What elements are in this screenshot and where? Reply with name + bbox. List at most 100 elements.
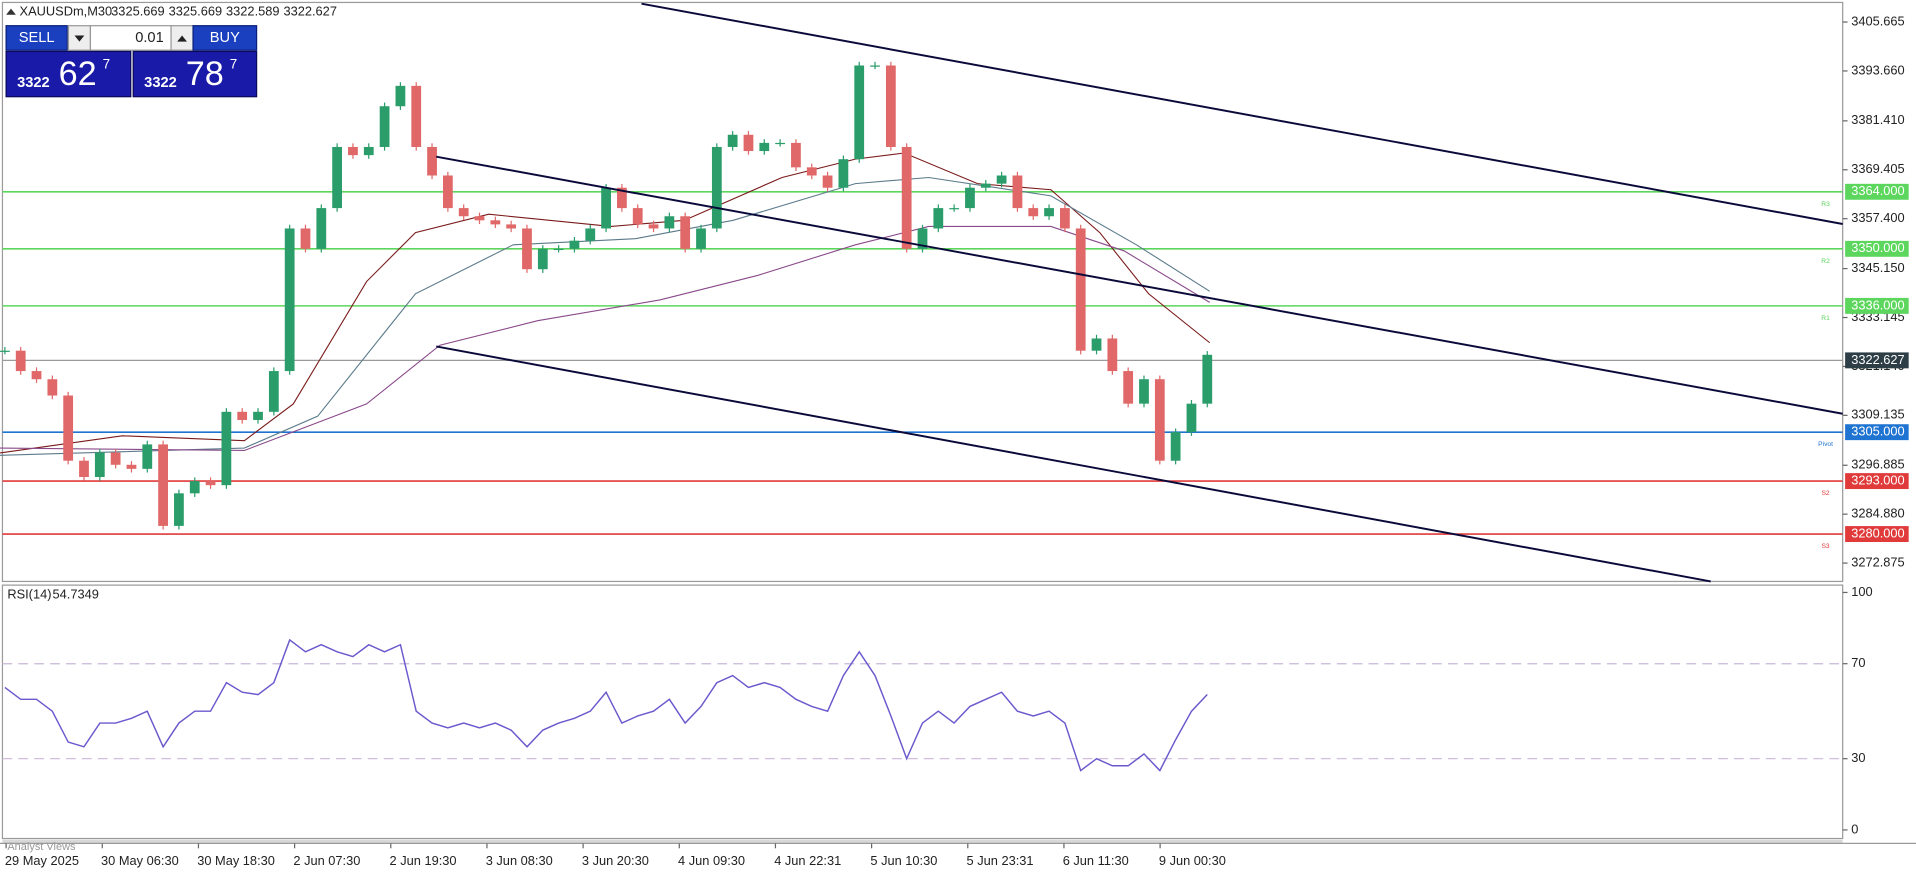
candle-body — [854, 65, 865, 160]
candle-body — [205, 481, 216, 486]
price-tick-label: 3284.880 — [1851, 506, 1904, 521]
candle-body — [300, 228, 311, 249]
candle-body — [316, 208, 327, 249]
rsi-panel: RSI(14) 54.7349 100 70 30 0 — [2, 584, 1873, 836]
candle-body — [15, 350, 26, 372]
volume: 0.01 — [135, 30, 164, 46]
candle-body — [933, 208, 944, 229]
price-tick-label: 3357.400 — [1851, 210, 1904, 225]
candle-body — [885, 65, 896, 147]
rsi-tick-label: 100 — [1851, 584, 1872, 599]
candle-body — [917, 228, 928, 249]
main-frame — [1, 1, 1844, 583]
price-axis: 3405.665 3393.660 3381.410 3369.405 3357.400… — [1842, 13, 1909, 569]
trend-line — [641, 2, 1843, 225]
bid-point: 7 — [103, 56, 110, 71]
level-name: R1 — [1821, 315, 1830, 322]
footer-tab[interactable]: Analyst Views — [7, 841, 76, 853]
collapse-icon[interactable] — [6, 8, 16, 15]
level-tag-label: 3364.000 — [1851, 183, 1904, 198]
sell-button[interactable] — [5, 25, 68, 51]
candle-body — [237, 411, 248, 420]
candle-body — [411, 85, 422, 147]
candle-body — [506, 224, 517, 229]
candle-body — [980, 183, 991, 188]
candle-body — [838, 159, 849, 188]
candle-body — [189, 481, 200, 494]
candle-body — [379, 106, 390, 147]
candle-body — [47, 379, 58, 396]
candle-body — [632, 208, 643, 225]
candle-body — [348, 146, 358, 156]
candle-body — [791, 142, 801, 168]
candle-body — [427, 146, 437, 176]
price-tick-label: 3369.405 — [1851, 161, 1904, 176]
candle-body — [1186, 403, 1197, 433]
current-price-tag — [1845, 352, 1909, 369]
candle-body — [1202, 354, 1213, 404]
level-tag-label: 3350.000 — [1851, 240, 1904, 255]
level-name: R2 — [1821, 258, 1830, 265]
rsi-tick-label: 0 — [1851, 821, 1858, 836]
bid-big: 3322 — [17, 75, 50, 91]
candle-body — [63, 395, 74, 461]
candle-body — [965, 187, 975, 209]
candle-body — [696, 228, 706, 249]
candle-body — [0, 350, 10, 352]
candle-body — [727, 134, 738, 147]
candle-body — [474, 216, 485, 221]
bid-box[interactable] — [5, 50, 132, 98]
candle-body — [996, 175, 1007, 184]
candle-body — [1107, 338, 1118, 372]
candle-body — [537, 248, 548, 270]
header: XAUUSDm,M30 3325.669 3325.669 3322.589 3… — [6, 4, 337, 19]
candle-body — [458, 208, 469, 217]
candle-body — [1170, 432, 1181, 461]
candle-body — [601, 187, 611, 229]
level-tag-label: 3336.000 — [1851, 297, 1904, 312]
candle-body — [442, 175, 453, 209]
buy-button[interactable] — [192, 25, 258, 51]
level-tag — [1845, 240, 1909, 257]
volume-field[interactable] — [89, 25, 172, 51]
level-tag-label: 3280.000 — [1851, 525, 1904, 540]
ask-pips: 78 — [186, 55, 224, 93]
time-label: 4 Jun 22:31 — [774, 853, 841, 868]
candle-body — [569, 240, 580, 249]
bid-pips: 62 — [59, 55, 97, 93]
rsi-name: RSI(14) — [7, 586, 51, 601]
candle-body — [363, 146, 374, 156]
candle-body — [253, 411, 263, 420]
candle-body — [1059, 208, 1070, 229]
candle-body — [949, 208, 960, 210]
level-tag — [1845, 297, 1909, 314]
level-name: R3 — [1821, 201, 1830, 208]
trade-panel: SELL 0.01 BUY 3322 62 7 3322 78 7 — [5, 25, 258, 98]
candle-body — [1044, 208, 1054, 217]
time-label: 2 Jun 19:30 — [390, 853, 457, 868]
candle-body — [174, 493, 184, 526]
trend-line — [436, 155, 1843, 415]
candle-body — [743, 134, 754, 152]
time-label: 3 Jun 20:30 — [582, 853, 649, 868]
ask-big: 3322 — [144, 75, 177, 91]
candle-body — [759, 142, 770, 152]
arrow-up — [177, 35, 187, 42]
time-label: 29 May 2025 — [5, 853, 79, 868]
candle-body — [332, 146, 343, 209]
level-tag — [1845, 526, 1909, 543]
footer-bar — [2, 839, 1843, 844]
sell-label: SELL — [19, 30, 55, 46]
price-tick-label: 3309.135 — [1851, 407, 1904, 422]
rsi-current: 54.7349 — [53, 586, 99, 601]
candle-body — [110, 452, 121, 465]
time-label: 30 May 18:30 — [197, 853, 275, 868]
symbol: XAUUSDm,M30 — [20, 4, 113, 19]
time-label: 4 Jun 09:30 — [678, 853, 745, 868]
candle-body — [553, 248, 564, 251]
trend-channel — [436, 2, 1843, 583]
candle-body — [284, 228, 295, 372]
ask-box[interactable] — [132, 50, 258, 98]
candle-body — [94, 452, 105, 478]
